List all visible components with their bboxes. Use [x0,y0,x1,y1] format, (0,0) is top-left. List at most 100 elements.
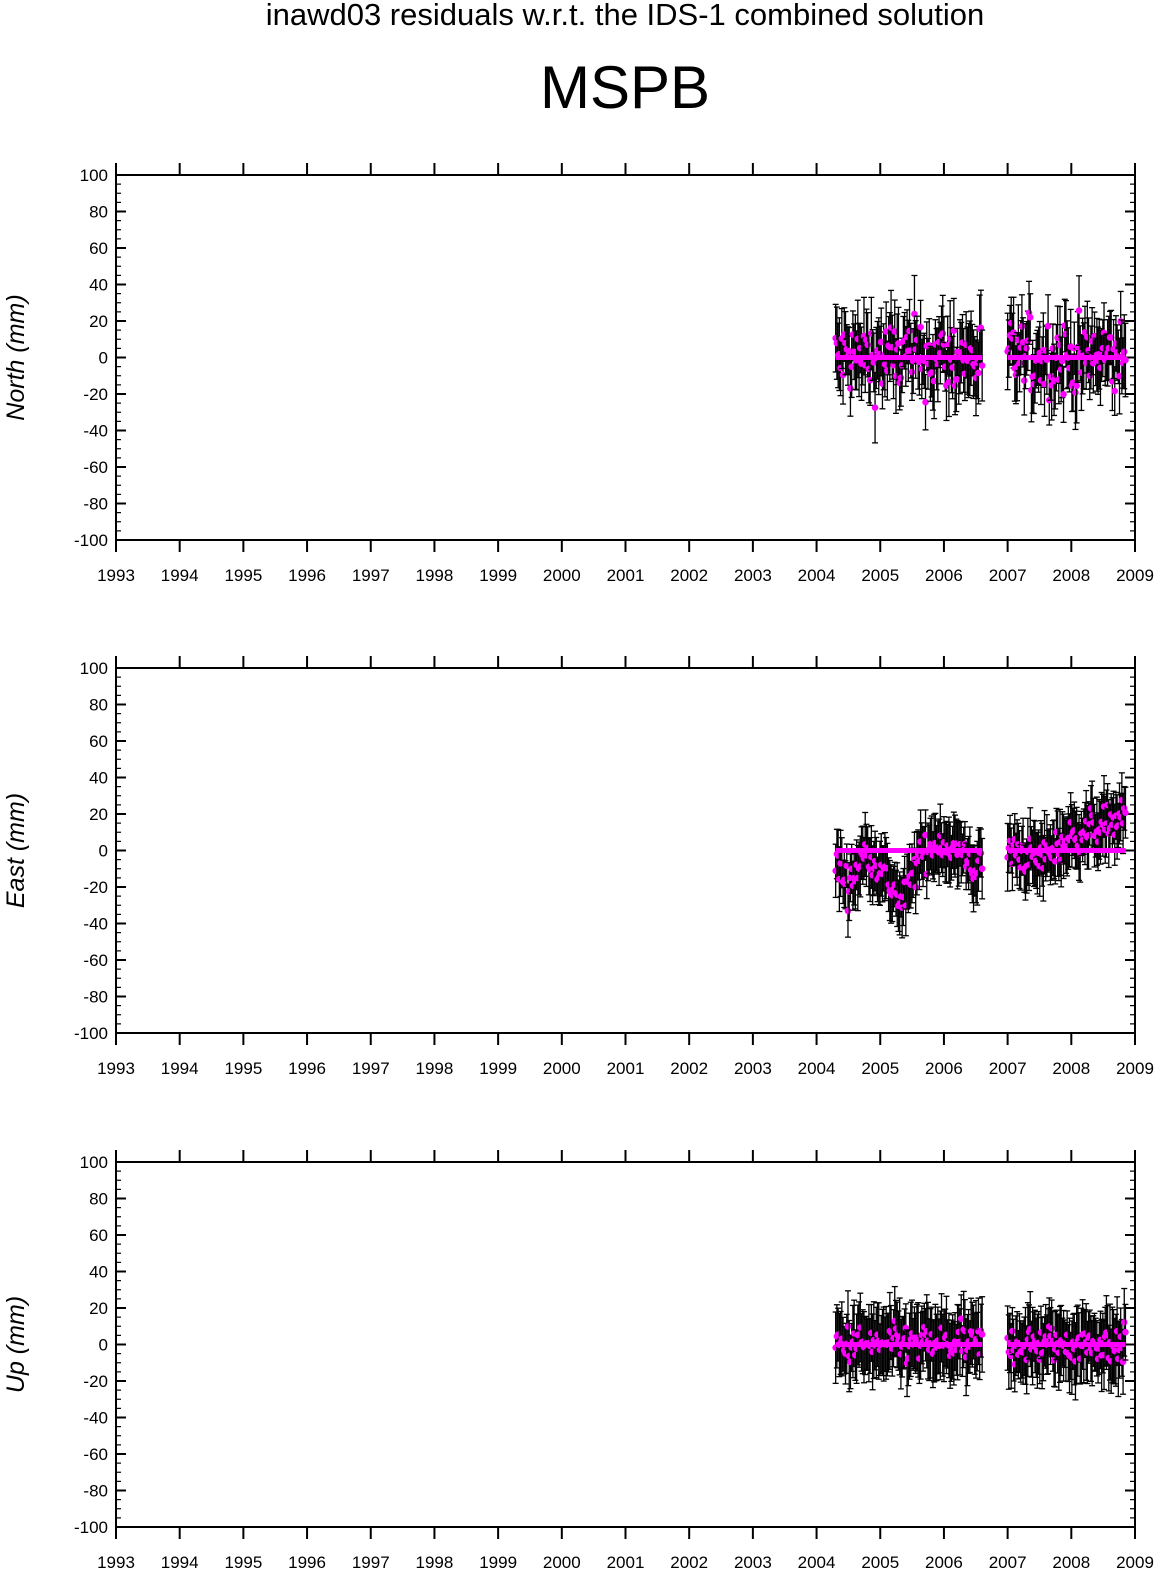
y-tick-label: 60 [89,239,108,258]
panel-east: 100 80 60 40 20 0 -20 -40 -60 -80 -100 1993 1994 1995… [2,656,1154,1078]
residual-point [1044,322,1052,330]
x-tick-label: 2000 [543,1553,581,1572]
x-tick-label: 1997 [352,566,390,585]
residual-point [843,862,851,870]
residual-point [1075,307,1083,314]
x-tick-label: 2001 [607,1553,645,1572]
chart-title: inawd03 residuals w.r.t. the IDS-1 combi… [266,0,985,32]
residual-point [1048,1325,1055,1332]
x-tick-label: 1993 [97,1553,135,1572]
residual-point [922,398,929,406]
x-tick-label: 1999 [479,1553,517,1572]
residual-point [957,1315,965,1323]
y-tick-label: 60 [89,732,108,751]
y-tick-label: 0 [99,842,108,861]
residual-point [1122,809,1129,816]
x-tick-label: 2007 [989,1059,1027,1078]
x-tick-label: 2004 [798,1059,836,1078]
residual-point [975,369,982,377]
station-name: MSPB [540,54,710,121]
y-tick-label: 80 [89,696,108,715]
x-tick-label: 2005 [861,1553,899,1572]
residual-point [978,362,986,369]
y-tick-label: -60 [83,1445,108,1464]
residual-point [1054,334,1061,342]
residual-point [1016,359,1023,367]
x-tick-label: 1994 [161,1553,199,1572]
residual-point [1085,832,1092,839]
residual-point [1023,345,1030,352]
data-points [832,274,1129,444]
x-tick-label: 1998 [416,1059,454,1078]
x-tick-label: 1996 [288,566,326,585]
residual-point [1122,1328,1129,1336]
residual-point [939,330,947,337]
residual-point [847,385,854,392]
residual-point [1116,372,1123,380]
y-tick-label: -20 [83,385,108,404]
residual-point [1073,382,1080,390]
residual-point [945,378,953,386]
x-tick-label: 2003 [734,566,772,585]
residual-point [908,368,916,376]
residual-point [1111,387,1119,395]
x-tick-label: 2006 [925,566,963,585]
x-tick-label: 2001 [607,1059,645,1078]
x-tick-label: 2002 [670,1059,708,1078]
x-tick-label: 2006 [925,1059,963,1078]
residual-point [881,361,889,368]
y-tick-label: 40 [89,1263,108,1282]
residual-point [891,328,899,335]
residual-point [922,831,929,839]
y-tick-label: 20 [89,805,108,824]
x-tick-label: 2009 [1116,1553,1154,1572]
y-tick-label: -20 [83,878,108,897]
y-tick-label: -80 [83,495,108,514]
residual-point [929,369,937,376]
y-tick-label: 80 [89,1190,108,1209]
x-tick-label: 2003 [734,1553,772,1572]
residual-point [1072,389,1079,396]
x-tick-label: 1999 [479,1059,517,1078]
residual-point [978,1331,986,1338]
panel-up: 100 80 60 40 20 0 -20 -40 -60 -80 -100 1993 1994 1995… [2,1150,1154,1572]
x-tick-label: 2004 [798,1553,836,1572]
y-axis-label: North (mm) [2,294,30,420]
x-tick-label: 1996 [288,1059,326,1078]
residual-point [848,363,855,371]
x-tick-label: 2002 [670,566,708,585]
y-tick-label: -60 [83,951,108,970]
residual-point [1020,377,1028,384]
x-tick-label: 1997 [352,1553,390,1572]
x-tick-label: 2009 [1116,566,1154,585]
x-tick-label: 2000 [543,1059,581,1078]
x-tick-label: 1995 [224,1059,262,1078]
x-tick-label: 1996 [288,1553,326,1572]
x-tick-label: 2008 [1052,1553,1090,1572]
x-tick-label: 1995 [224,566,262,585]
panels: 100 80 60 40 20 0 -20 -40 -60 -80 -100 1993 1994 1995… [2,163,1154,1572]
x-tick-label: 2005 [861,566,899,585]
residual-point [1120,348,1128,356]
y-tick-label: 60 [89,1226,108,1245]
x-tick-label: 2004 [798,566,836,585]
y-tick-label: 100 [80,166,108,185]
residual-point [1060,391,1067,398]
residual-point [949,364,956,371]
y-tick-label: -100 [74,531,108,550]
residual-point [845,347,853,355]
residual-point [882,328,890,335]
x-tick-label: 1997 [352,1059,390,1078]
residual-point [1026,313,1034,321]
y-axis-label: Up (mm) [2,1296,30,1393]
residual-point [950,327,958,335]
x-tick-label: 1994 [161,1059,199,1078]
residual-point [1041,380,1048,388]
residual-point [1107,334,1115,341]
x-tick-label: 2001 [607,566,645,585]
y-tick-label: 40 [89,276,108,295]
x-tick-label: 2000 [543,566,581,585]
y-tick-label: 0 [99,1336,108,1355]
y-tick-label: -100 [74,1518,108,1537]
y-tick-label: 100 [80,659,108,678]
